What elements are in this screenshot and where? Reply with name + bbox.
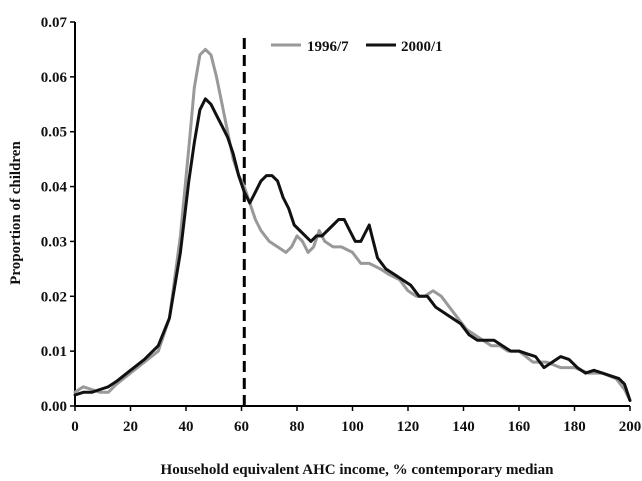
series-line-1996-7 (73, 47, 632, 402)
y-tick-label: 0.00 (41, 399, 67, 415)
series-line-2000-1 (73, 97, 632, 402)
y-tick-label: 0.03 (41, 234, 67, 250)
x-tick-label: 20 (123, 419, 138, 435)
x-axis-ticks: 0 20 40 60 80 100 120 140 160 180 200 (71, 406, 641, 435)
x-tick-label: 60 (234, 419, 249, 435)
x-tick-label: 160 (508, 419, 531, 435)
x-tick-label: 100 (341, 419, 364, 435)
legend: 1996/7 2000/1 (271, 39, 443, 55)
y-tick-label: 0.04 (41, 180, 68, 196)
y-tick-label: 0.07 (41, 15, 68, 31)
y-axis-ticks: 0.00 0.01 0.02 0.03 0.04 0.05 0.06 0.07 (41, 15, 75, 415)
y-tick-label: 0.05 (41, 125, 67, 141)
x-tick-label: 200 (619, 419, 642, 435)
x-tick-label: 180 (563, 419, 586, 435)
plot-area: 0 20 40 60 80 100 120 140 160 180 200 0.00 0.01 0.02… (41, 15, 642, 435)
legend-label-1996-7: 1996/7 (307, 39, 349, 55)
x-tick-label: 40 (179, 419, 194, 435)
y-tick-label: 0.02 (41, 289, 67, 305)
x-tick-label: 120 (397, 419, 420, 435)
y-tick-label: 0.06 (41, 70, 68, 86)
y-axis-title: Proportion of children (8, 141, 24, 285)
x-tick-label: 140 (452, 419, 475, 435)
x-axis-title: Household equivalent AHC income, % conte… (161, 462, 555, 478)
x-tick-label: 0 (71, 419, 79, 435)
series-group (73, 47, 632, 402)
x-tick-label: 80 (290, 419, 305, 435)
y-tick-label: 0.01 (41, 344, 67, 360)
legend-label-2000-1: 2000/1 (401, 39, 443, 55)
